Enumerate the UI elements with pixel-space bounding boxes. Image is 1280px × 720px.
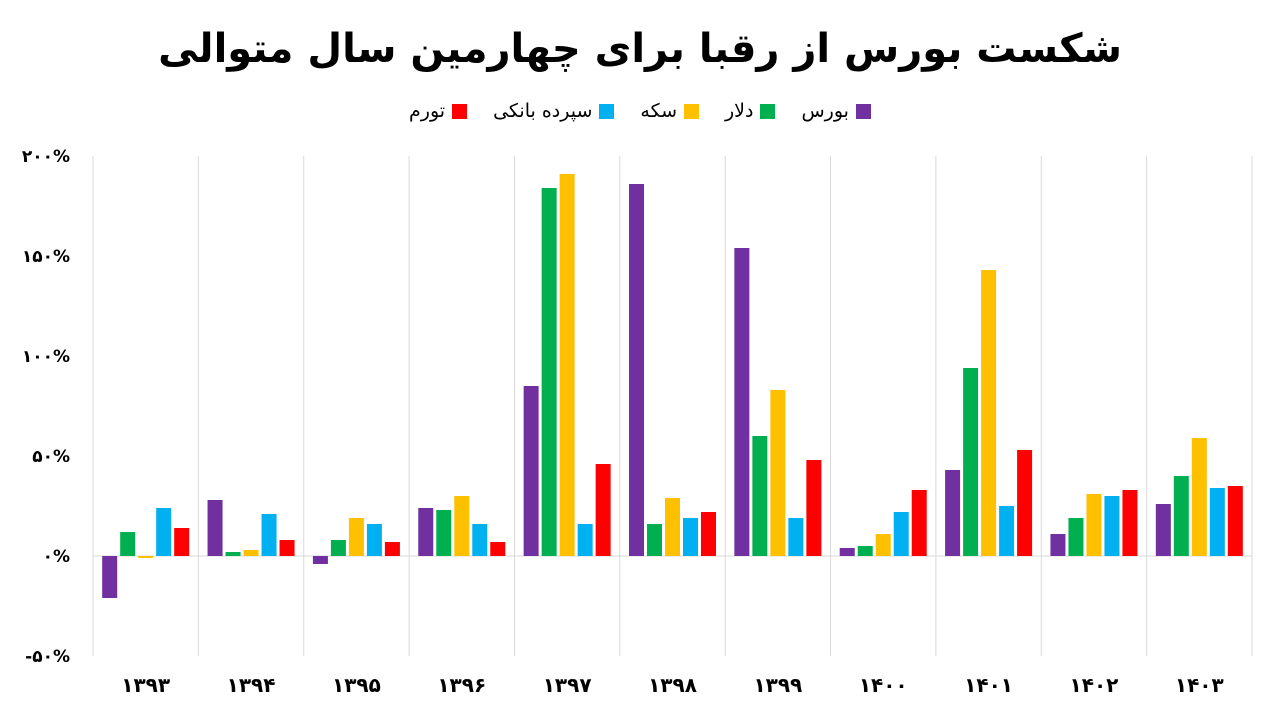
- bar: [1173, 476, 1189, 556]
- legend-label-dollar: دلار: [725, 100, 754, 122]
- x-tick-label: ۱۳۹۸: [648, 673, 697, 697]
- bar: [770, 390, 786, 556]
- legend-swatch-deposit: [599, 103, 615, 119]
- bar: [629, 184, 644, 556]
- x-tick-label: ۱۳۹۵: [332, 673, 381, 697]
- bar: [945, 470, 961, 556]
- legend-label-bourse: بورس: [801, 100, 849, 122]
- legend-item-bourse: بورس: [801, 100, 871, 122]
- y-tick-label: ۵۰%: [32, 447, 70, 467]
- bar: [963, 368, 979, 556]
- bar: [348, 518, 364, 556]
- x-tick-label: ۱۴۰۳: [1175, 673, 1224, 697]
- bar: [1017, 450, 1033, 556]
- bar: [1050, 534, 1066, 556]
- x-tick-label: ۱۳۹۶: [437, 673, 486, 697]
- legend-swatch-inflation: [452, 103, 468, 119]
- bar: [261, 514, 277, 556]
- bar: [174, 528, 190, 556]
- bar: [1209, 488, 1225, 556]
- bar: [225, 552, 241, 556]
- bar: [999, 506, 1015, 556]
- bar: [490, 542, 506, 556]
- legend-swatch-bourse: [855, 103, 871, 119]
- legend-swatch-dollar: [760, 103, 776, 119]
- bar: [857, 546, 873, 556]
- bar: [1068, 518, 1084, 556]
- bar: [156, 508, 172, 556]
- bar: [523, 386, 539, 556]
- bar: [120, 532, 136, 556]
- bar: [279, 540, 295, 556]
- legend-swatch-coin: [684, 103, 699, 119]
- legend-item-dollar: دلار: [725, 100, 776, 122]
- bar: [312, 556, 328, 564]
- bar: [752, 436, 768, 556]
- y-tick-label: ۲۰۰%: [22, 147, 70, 167]
- x-tick-label: ۱۴۰۱: [964, 673, 1013, 697]
- x-tick-label: ۱۳۹۷: [543, 673, 592, 697]
- bar: [839, 548, 855, 556]
- chart-title: شکست بورس از رقبا برای چهارمین سال متوال…: [158, 26, 1122, 72]
- bar: [683, 518, 698, 556]
- y-tick-label: -۵۰%: [25, 647, 70, 667]
- x-tick-label: ۱۴۰۲: [1070, 673, 1119, 697]
- bar: [1086, 494, 1102, 556]
- bar: [1227, 486, 1243, 556]
- x-tick-label: ۱۴۰۰: [859, 673, 908, 697]
- bar: [1122, 490, 1138, 556]
- bar: [366, 524, 382, 556]
- bar: [734, 248, 750, 556]
- bar: [701, 512, 716, 556]
- y-tick-label: ۱۰۰%: [22, 347, 70, 367]
- legend-label-inflation: تورم: [409, 100, 446, 122]
- bar: [559, 174, 575, 556]
- bar: [577, 524, 593, 556]
- bar: [788, 518, 804, 556]
- legend: بورس دلار سکه سپرده بانکی تورم: [0, 100, 1280, 122]
- bar: [138, 556, 154, 558]
- bar: [1155, 504, 1171, 556]
- bar: [665, 498, 680, 556]
- legend-item-deposit: سپرده بانکی: [493, 100, 615, 122]
- legend-label-coin: سکه: [640, 100, 677, 122]
- bar: [1191, 438, 1207, 556]
- bar: [911, 490, 927, 556]
- bar: [541, 188, 557, 556]
- bar: [454, 496, 470, 556]
- legend-item-coin: سکه: [640, 100, 699, 122]
- x-tick-label: ۱۳۹۳: [121, 673, 170, 697]
- x-tick-label: ۱۳۹۴: [227, 673, 276, 697]
- bar: [384, 542, 400, 556]
- bar: [436, 510, 452, 556]
- bar: [595, 464, 611, 556]
- bar: [1104, 496, 1120, 556]
- y-tick-label: ۱۵۰%: [22, 247, 70, 267]
- legend-item-inflation: تورم: [409, 100, 468, 122]
- bar: [418, 508, 434, 556]
- bar: [102, 556, 118, 598]
- bar: [472, 524, 488, 556]
- bar: [806, 460, 822, 556]
- bar: [893, 512, 909, 556]
- bar: [875, 534, 891, 556]
- bar: [207, 500, 223, 556]
- bar: [243, 550, 259, 556]
- y-tick-label: ۰%: [43, 547, 70, 567]
- bar: [981, 270, 997, 556]
- bar: [330, 540, 346, 556]
- x-tick-label: ۱۳۹۹: [753, 673, 802, 697]
- legend-label-deposit: سپرده بانکی: [493, 100, 593, 122]
- bar: [647, 524, 662, 556]
